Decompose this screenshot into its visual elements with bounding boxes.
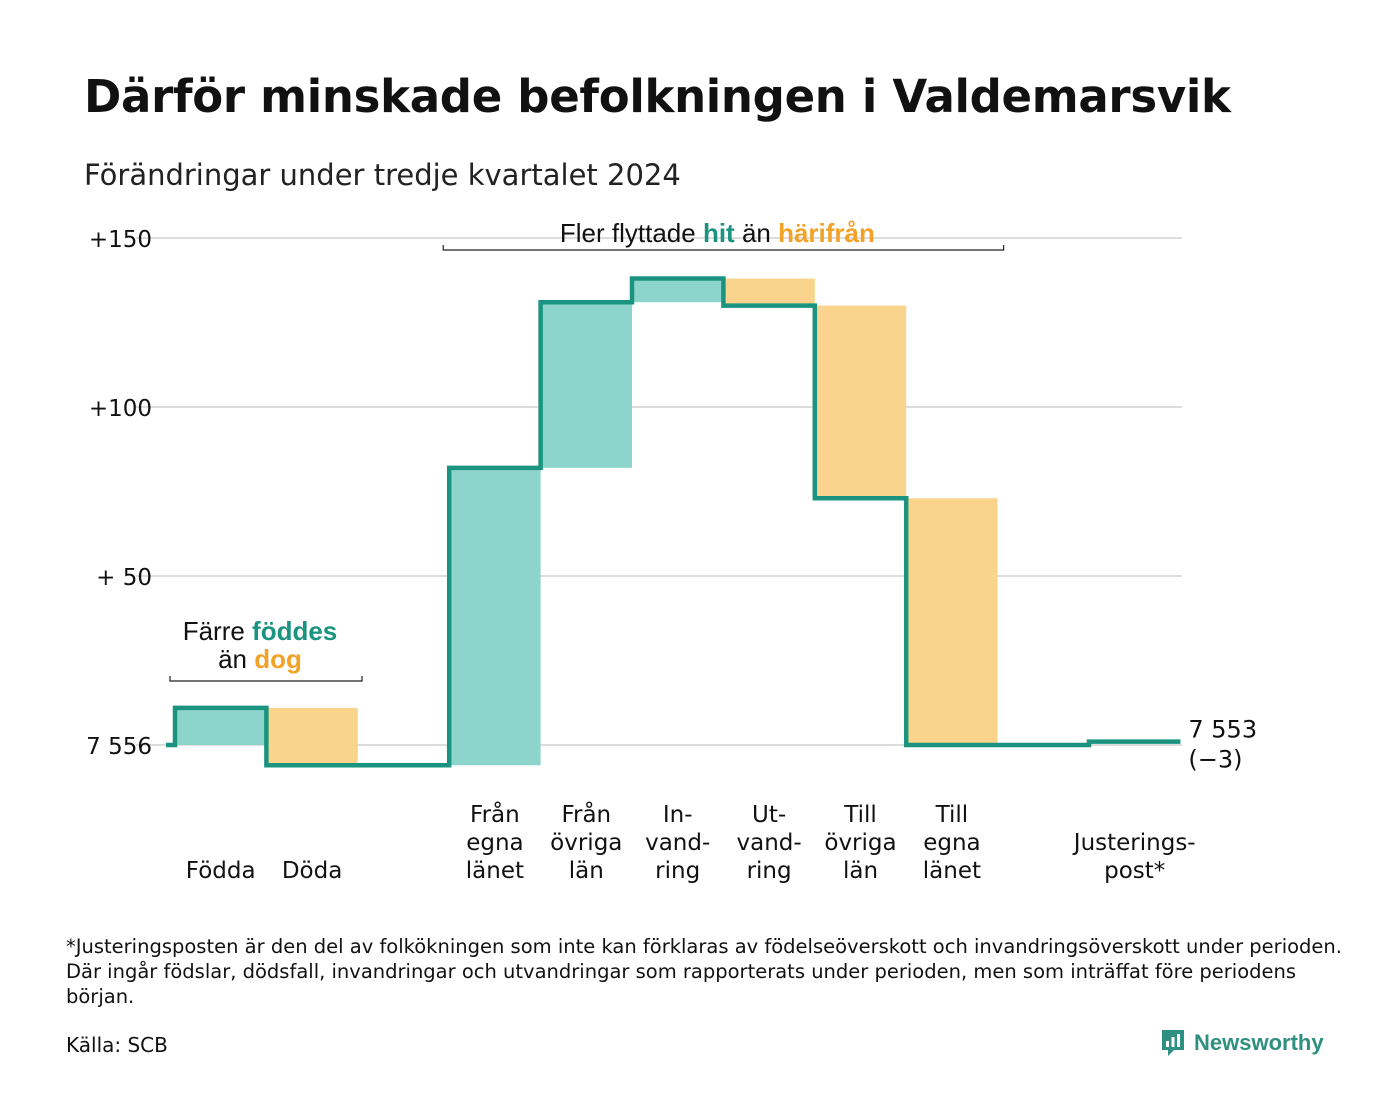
births-deaths-note-line2-part: dog [254,644,302,674]
births-deaths-note-line1-part: Färre [183,616,252,646]
footnote: *Justeringsposten är den del av folkökni… [66,935,1342,1008]
newsworthy-logo-icon [1162,1030,1184,1056]
category-label: länet [466,858,524,884]
category-label: egna [466,830,523,856]
births-deaths-note-line1: Färre föddes [183,616,338,646]
category-label: Ut- [752,802,786,828]
bar-increase [540,302,632,468]
y-tick-label: +150 [89,227,152,253]
chart-title: Därför minskade befolkningen i Valdemars… [84,70,1231,123]
category-label: Till [935,802,969,828]
cumulative-step-line [166,276,1181,768]
births-deaths-note-line2-part: än [218,644,254,674]
brand-name: Newsworthy [1194,1030,1324,1055]
y-tick-label: + 50 [96,565,152,591]
category-label: övriga [824,830,896,856]
category-label: ring [747,858,792,884]
end-value-label: 7 553 [1188,716,1257,744]
bar-increase [175,707,267,745]
category-label: Till [843,802,877,828]
migration-note-part: härifrån [778,218,875,248]
births-deaths-note-line1-part: föddes [252,616,337,646]
category-label: post* [1104,858,1165,884]
category-label: Döda [282,858,342,884]
bar-decrease [906,498,998,745]
y-tick-label: 7 556 [86,734,152,760]
category-label: Från [561,800,611,828]
category-label: In- [663,802,693,828]
bar-increase [449,467,541,766]
bar-increase [632,278,724,303]
bar-decrease [814,305,907,499]
category-label: vand- [737,830,802,856]
category-label: Justerings- [1072,830,1196,856]
migration-bracket [442,245,1005,251]
category-label: ring [655,858,700,884]
migration-note-part: än [735,218,778,248]
category-label: egna [923,830,980,856]
y-tick-label: +100 [89,396,152,422]
end-value-label: (−3) [1188,746,1242,774]
chart-subtitle: Förändringar under tredje kvartalet 2024 [84,158,681,192]
brand-logo: Newsworthy [1160,1028,1324,1058]
category-label: Födda [186,858,256,884]
category-label: län [569,858,604,884]
births-deaths-bracket [169,676,363,682]
category-label: vand- [645,830,710,856]
migration-note-part: Fler flyttade [560,218,703,248]
bar-decrease [266,707,358,766]
bar-decrease [723,278,815,306]
migration-note: Fler flyttade hit än härifrån [560,218,875,248]
category-label: övriga [550,830,622,856]
source-note: Källa: SCB [66,1033,168,1057]
migration-note-part: hit [703,218,735,248]
category-label: län [843,858,878,884]
category-label: länet [923,858,981,884]
births-deaths-note-line2: än dog [218,644,302,674]
category-label: Från [470,800,520,828]
